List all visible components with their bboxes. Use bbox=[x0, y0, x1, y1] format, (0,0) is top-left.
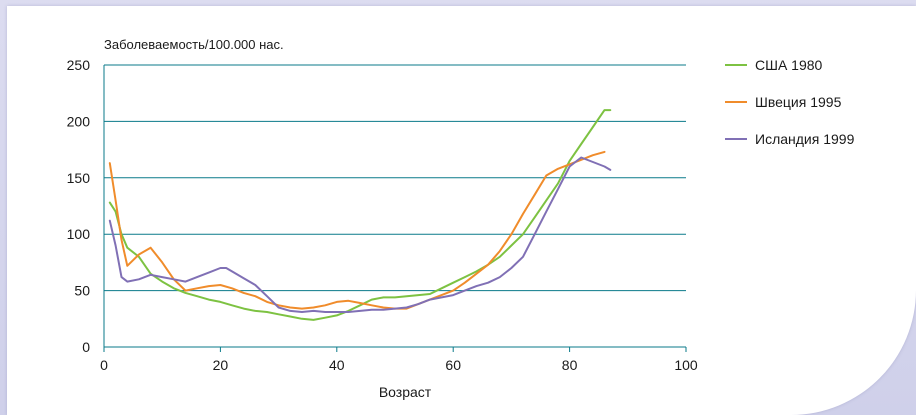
x-tick-label-20: 20 bbox=[213, 357, 229, 373]
x-tick-label-60: 60 bbox=[445, 357, 461, 373]
series-line-0 bbox=[108, 109, 612, 321]
legend-label-usa-1980: США 1980 bbox=[755, 57, 823, 73]
y-tick-label-200: 200 bbox=[67, 113, 91, 129]
tick-labels: 0 50 100 150 200 250 0 20 40 60 80 100 bbox=[67, 57, 698, 373]
chart-legend: США 1980 Швеция 1995 Исландия 1999 bbox=[725, 54, 910, 165]
series-line-1 bbox=[108, 150, 606, 310]
legend-swatch-iceland-1999 bbox=[725, 138, 747, 140]
legend-item-iceland-1999: Исландия 1999 bbox=[725, 128, 910, 150]
y-tick-label-0: 0 bbox=[82, 339, 90, 355]
series-lines bbox=[108, 109, 612, 321]
y-tick-label-150: 150 bbox=[67, 170, 91, 186]
grid-lines bbox=[104, 64, 686, 292]
legend-item-usa-1980: США 1980 bbox=[725, 54, 910, 76]
x-axis-label: Возраст bbox=[378, 384, 432, 400]
x-tick-label-100: 100 bbox=[674, 357, 698, 373]
y-axis-label: Заболеваемость/100.000 нас. bbox=[104, 37, 284, 52]
x-tick-label-0: 0 bbox=[100, 357, 108, 373]
legend-swatch-sweden-1995 bbox=[725, 101, 747, 103]
x-tick-label-80: 80 bbox=[562, 357, 578, 373]
x-tick-label-40: 40 bbox=[329, 357, 345, 373]
axes bbox=[103, 65, 687, 352]
series-line-2 bbox=[108, 156, 612, 313]
y-tick-label-250: 250 bbox=[67, 57, 91, 73]
legend-label-iceland-1999: Исландия 1999 bbox=[755, 131, 855, 147]
y-tick-label-50: 50 bbox=[74, 283, 90, 299]
legend-swatch-usa-1980 bbox=[725, 64, 747, 66]
legend-item-sweden-1995: Швеция 1995 bbox=[725, 91, 910, 113]
y-tick-label-100: 100 bbox=[67, 226, 91, 242]
legend-label-sweden-1995: Швеция 1995 bbox=[755, 94, 842, 110]
